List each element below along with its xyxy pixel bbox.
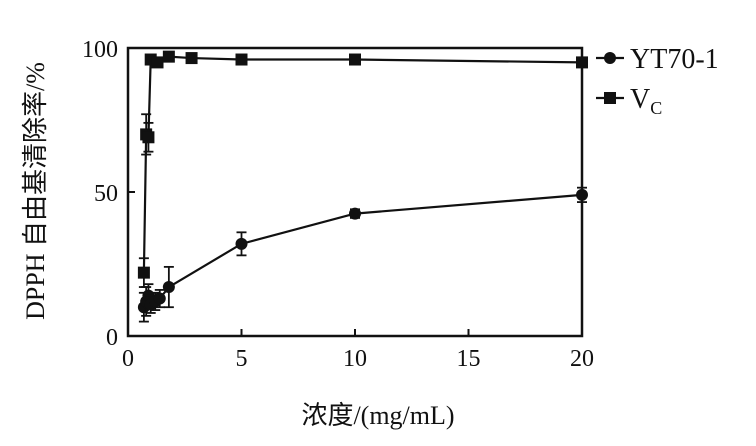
- legend-label-1: VC: [630, 84, 662, 118]
- series-1-point-7: [235, 53, 248, 66]
- plot-frame: [126, 46, 584, 338]
- series-0-line: [142, 193, 583, 308]
- series-0: [137, 186, 588, 323]
- y-tick-label-0: 0: [106, 325, 118, 351]
- series-1-point-5: [162, 50, 175, 63]
- x-tick-label-4: 20: [570, 346, 594, 372]
- x-tick-label-1: 5: [236, 346, 248, 372]
- series-0-point-6: [162, 281, 175, 294]
- series-1-point-9: [576, 56, 588, 69]
- y-tick-label-2: 100: [82, 37, 118, 63]
- y-axis-label: DPPH 自由基清除率/%: [21, 62, 50, 320]
- series-1-point-6: [185, 52, 198, 65]
- y-tick-label-1: 50: [94, 181, 118, 207]
- series-1-point-4: [151, 56, 164, 69]
- series-1-line: [142, 55, 583, 273]
- legend-marker-1: [604, 92, 616, 104]
- series-0-point-9: [576, 188, 588, 201]
- x-tick-label-3: 15: [457, 346, 481, 372]
- x-axis-label: 浓度/(mg/mL): [301, 401, 454, 430]
- x-tick-label-2: 10: [343, 346, 367, 372]
- series-1: [137, 50, 588, 288]
- legend-label-0: YT70-1: [630, 44, 719, 75]
- series-1-point-2: [142, 131, 155, 144]
- axes: 0 5 10 15 20 0 50 100: [82, 37, 594, 372]
- legend-marker-0: [604, 52, 616, 64]
- series-0-point-5: [153, 292, 166, 305]
- series-0-point-7: [235, 237, 248, 250]
- series-1-point-0: [137, 266, 150, 279]
- series-1-point-8: [349, 53, 361, 66]
- series-layer: [137, 50, 588, 323]
- x-tick-label-0: 0: [122, 346, 134, 372]
- series-0-point-8: [349, 207, 361, 220]
- legend: YT70-1 VC: [596, 44, 719, 118]
